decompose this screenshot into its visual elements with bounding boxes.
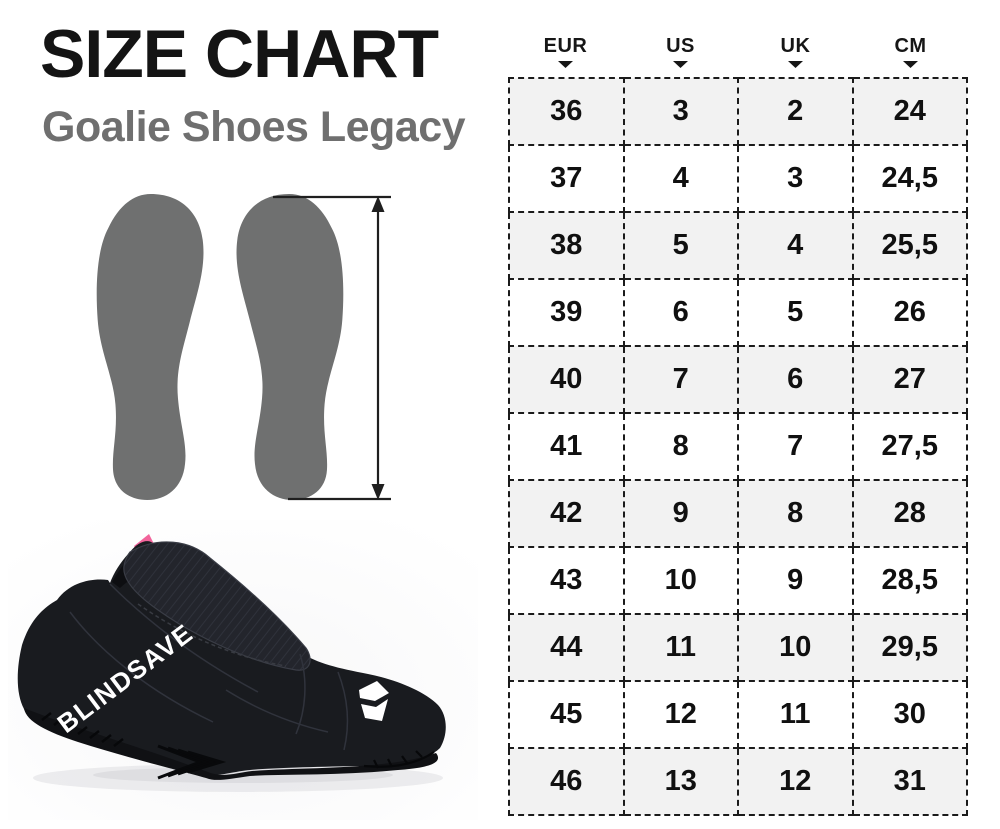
- table-cell: 42: [508, 479, 625, 548]
- table-cell: 5: [737, 278, 854, 347]
- table-column-headers: EUR US UK CM: [508, 36, 968, 68]
- triangle-down-icon: [673, 61, 688, 68]
- length-measure-arrow: [273, 195, 391, 501]
- column-label: US: [666, 35, 695, 57]
- table-cell: 8: [622, 412, 739, 481]
- column-header-cm: CM: [853, 36, 968, 68]
- table-cell: 41: [508, 412, 625, 481]
- table-cell: 29,5: [851, 613, 968, 682]
- table-cell: 3: [622, 77, 739, 146]
- table-cell: 44: [508, 613, 625, 682]
- table-cell: 24,5: [851, 144, 968, 213]
- table-cell: 27: [851, 345, 968, 414]
- sole: [24, 708, 439, 780]
- table-row: 39 6 5 26: [508, 278, 968, 347]
- column-label: EUR: [543, 35, 588, 57]
- triangle-down-icon: [558, 61, 573, 68]
- column-header-uk: UK: [738, 36, 853, 68]
- table-cell: 46: [508, 747, 625, 816]
- table-cell: 37: [508, 144, 625, 213]
- table-cell: 12: [622, 680, 739, 749]
- table-cell: 10: [622, 546, 739, 615]
- table-cell: 45: [508, 680, 625, 749]
- table-cell: 13: [622, 747, 739, 816]
- table-row: 41 8 7 27,5: [508, 412, 968, 481]
- shoe-photo: BLINDSAVE: [8, 520, 478, 820]
- page-title: SIZE CHART: [40, 16, 439, 92]
- table-cell: 11: [737, 680, 854, 749]
- table-cell: 31: [851, 747, 968, 816]
- table-cell: 4: [737, 211, 854, 280]
- size-table: 36 3 2 24 37 4 3 24,5 38 5 4 25,5 39 6 5: [508, 77, 968, 816]
- table-cell: 24: [851, 77, 968, 146]
- panel-seams: [69, 583, 349, 751]
- column-header-us: US: [623, 36, 738, 68]
- table-cell: 9: [737, 546, 854, 615]
- table-cell: 30: [851, 680, 968, 749]
- footprint-measure-graphic: [96, 194, 391, 501]
- table-row: 43 10 9 28,5: [508, 546, 968, 615]
- table-cell: 7: [737, 412, 854, 481]
- table-cell: 27,5: [851, 412, 968, 481]
- strap-stitching: [137, 603, 287, 667]
- table-cell: 2: [737, 77, 854, 146]
- table-row: 45 12 11 30: [508, 680, 968, 749]
- table-cell: 6: [622, 278, 739, 347]
- table-row: 37 4 3 24,5: [508, 144, 968, 213]
- table-cell: 7: [622, 345, 739, 414]
- table-cell: 11: [622, 613, 739, 682]
- table-row: 36 3 2 24: [508, 77, 968, 146]
- shoe-upper: [17, 541, 446, 775]
- table-cell: 5: [622, 211, 739, 280]
- column-label: CM: [894, 35, 927, 57]
- velcro-strap: [123, 541, 311, 671]
- brand-emblem: [359, 681, 389, 721]
- insole-left: [96, 194, 204, 500]
- table-row: 46 13 12 31: [508, 747, 968, 816]
- table-cell: 39: [508, 278, 625, 347]
- table-cell: 26: [851, 278, 968, 347]
- table-row: 42 9 8 28: [508, 479, 968, 548]
- toe-tread: [363, 750, 435, 769]
- table-cell: 43: [508, 546, 625, 615]
- midsole-chevrons: [157, 744, 227, 780]
- product-subtitle: Goalie Shoes Legacy: [42, 103, 466, 151]
- table-cell: 10: [737, 613, 854, 682]
- table-cell: 38: [508, 211, 625, 280]
- table-cell: 28: [851, 479, 968, 548]
- insole-right: [236, 194, 344, 500]
- table-row: 44 11 10 29,5: [508, 613, 968, 682]
- column-header-eur: EUR: [508, 36, 623, 68]
- table-cell: 9: [622, 479, 739, 548]
- table-cell: 3: [737, 144, 854, 213]
- table-cell: 8: [737, 479, 854, 548]
- double-arrow-vertical-icon: [371, 196, 385, 500]
- triangle-down-icon: [903, 61, 918, 68]
- table-cell: 40: [508, 345, 625, 414]
- table-row: 40 7 6 27: [508, 345, 968, 414]
- table-row: 38 5 4 25,5: [508, 211, 968, 280]
- table-cell: 4: [622, 144, 739, 213]
- table-cell: 6: [737, 345, 854, 414]
- triangle-down-icon: [788, 61, 803, 68]
- table-cell: 36: [508, 77, 625, 146]
- table-cell: 12: [737, 747, 854, 816]
- heel-tread: [41, 712, 124, 747]
- column-label: UK: [780, 35, 811, 57]
- table-cell: 28,5: [851, 546, 968, 615]
- table-cell: 25,5: [851, 211, 968, 280]
